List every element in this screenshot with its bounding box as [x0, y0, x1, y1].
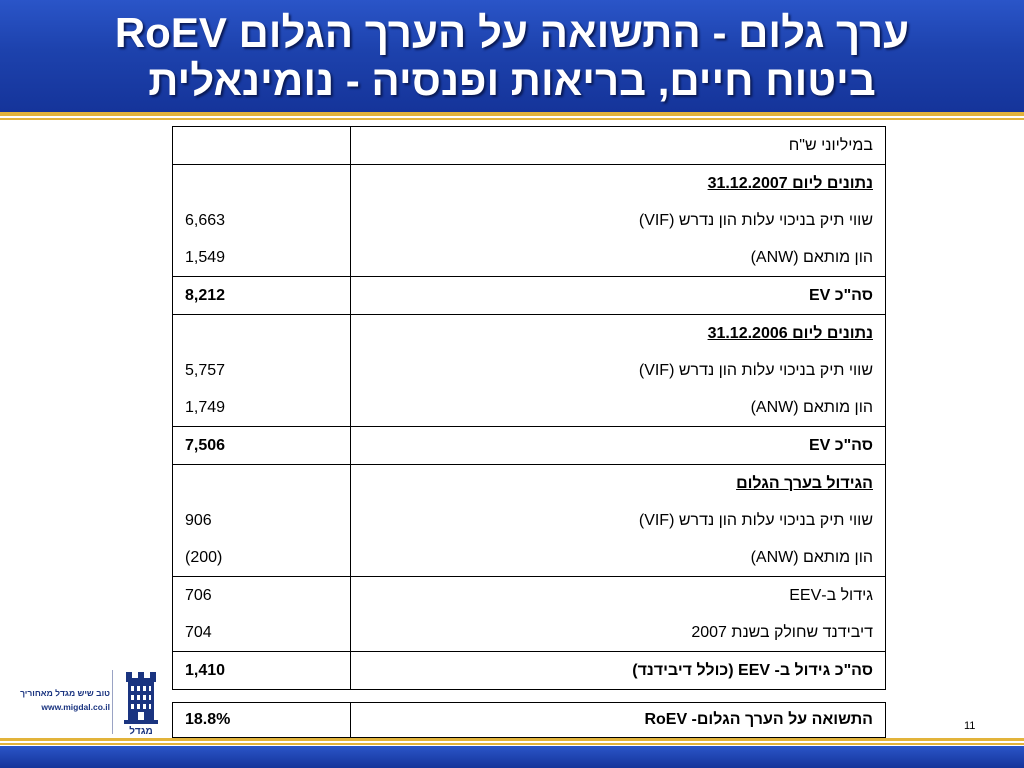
logo-tagline: טוב שיש מגדל מאחוריך: [20, 688, 110, 698]
anw-growth-value: (200): [172, 539, 351, 577]
section-2006-heading: נתונים ליום 31.12.2006: [350, 314, 886, 352]
vif-2006-label: שווי תיק בניכוי עלות הון נדרש (VIF): [350, 352, 886, 389]
table-row: הון מותאם (ANW) (200): [172, 539, 886, 577]
ev-table: במיליוני ש"ח נתונים ליום 31.12.2007 שווי…: [172, 126, 886, 690]
total-ev-2006-label: סה"כ EV: [350, 426, 886, 465]
gold-divider: [0, 112, 1024, 116]
unit-label: במיליוני ש"ח: [350, 126, 886, 165]
logo-url: www.migdal.co.il: [41, 702, 110, 712]
table-row: הגידול בערך הגלום: [172, 464, 886, 502]
eev-growth-value: 706: [172, 576, 351, 614]
roev-label: התשואה על הערך הגלום- RoEV: [350, 702, 886, 738]
table-row: שווי תיק בניכוי עלות הון נדרש (VIF) 6,66…: [172, 202, 886, 239]
footer-band: [0, 746, 1024, 768]
table-row: הון מותאם (ANW) 1,749: [172, 389, 886, 427]
table-row: נתונים ליום 31.12.2007: [172, 164, 886, 202]
table-row: סה"כ EV 8,212: [172, 276, 886, 315]
vif-2006-value: 5,757: [172, 352, 351, 389]
growth-heading: הגידול בערך הגלום: [350, 464, 886, 502]
anw-2006-value: 1,749: [172, 389, 351, 427]
page-number: 11: [964, 720, 976, 732]
table-row: שווי תיק בניכוי עלות הון נדרש (VIF) 906: [172, 502, 886, 539]
anw-growth-label: הון מותאם (ANW): [350, 539, 886, 577]
table-row: במיליוני ש"ח: [172, 126, 886, 165]
anw-2007-label: הון מותאם (ANW): [350, 239, 886, 277]
gold-divider-thin: [0, 118, 1024, 120]
anw-2007-value: 1,549: [172, 239, 351, 277]
page-title-line-1: ערך גלום - התשואה על הערך הגלום RoEV: [114, 9, 910, 56]
page-title-line-2: ביטוח חיים, בריאות ופנסיה - נומינאלית: [148, 57, 876, 104]
total-growth-value: 1,410: [172, 651, 351, 690]
roev-result-table: התשואה על הערך הגלום- RoEV 18.8%: [172, 702, 886, 738]
total-ev-2007-value: 8,212: [172, 276, 351, 315]
anw-2006-label: הון מותאם (ANW): [350, 389, 886, 427]
table-row: סה"כ EV 7,506: [172, 426, 886, 465]
vif-2007-label: שווי תיק בניכוי עלות הון נדרש (VIF): [350, 202, 886, 239]
dividend-value: 704: [172, 614, 351, 652]
title-banner: ערך גלום - התשואה על הערך הגלום RoEV ביט…: [0, 0, 1024, 112]
tower-icon: מגדל: [124, 672, 158, 736]
logo-divider: [112, 670, 113, 734]
migdal-logo: טוב שיש מגדל מאחוריך www.migdal.co.il מג…: [6, 668, 166, 736]
total-ev-2006-value: 7,506: [172, 426, 351, 465]
footer-gold-divider: [0, 738, 1024, 741]
footer-gold-divider-thin: [0, 743, 1024, 745]
table-row: נתונים ליום 31.12.2006: [172, 314, 886, 352]
total-growth-label: סה"כ גידול ב- EEV (כולל דיבידנד): [350, 651, 886, 690]
vif-growth-value: 906: [172, 502, 351, 539]
table-row: סה"כ גידול ב- EEV (כולל דיבידנד) 1,410: [172, 651, 886, 690]
table-row: התשואה על הערך הגלום- RoEV 18.8%: [172, 702, 886, 738]
logo-brand: מגדל: [129, 725, 153, 736]
table-row: גידול ב-EEV 706: [172, 576, 886, 614]
table-row: שווי תיק בניכוי עלות הון נדרש (VIF) 5,75…: [172, 352, 886, 389]
section-2007-heading: נתונים ליום 31.12.2007: [350, 164, 886, 202]
vif-growth-label: שווי תיק בניכוי עלות הון נדרש (VIF): [350, 502, 886, 539]
table-row: הון מותאם (ANW) 1,549: [172, 239, 886, 277]
vif-2007-value: 6,663: [172, 202, 351, 239]
dividend-label: דיבידנד שחולק בשנת 2007: [350, 614, 886, 652]
roev-value: 18.8%: [172, 702, 351, 738]
table-row: דיבידנד שחולק בשנת 2007 704: [172, 614, 886, 652]
total-ev-2007-label: סה"כ EV: [350, 276, 886, 315]
eev-growth-label: גידול ב-EEV: [350, 576, 886, 614]
unit-value-cell: [172, 126, 351, 165]
